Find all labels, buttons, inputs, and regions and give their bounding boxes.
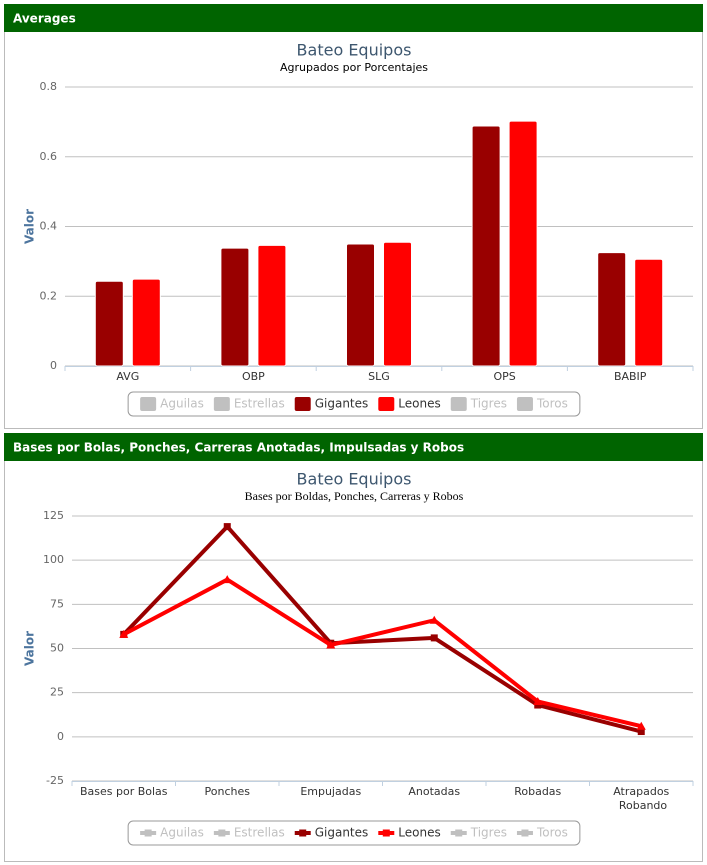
y-tick-label: 0.4: [40, 220, 58, 233]
legend-label: Toros: [536, 826, 568, 840]
x-tick-label: Anotadas: [408, 785, 460, 798]
legend-items: Aguilas Estrellas Gigantes Leones Tigres Toro…: [140, 826, 568, 840]
x-tick-label: OBP: [242, 370, 265, 383]
legend: [127, 820, 581, 846]
y-tick-label: -25: [46, 774, 64, 787]
y-axis-label: Valor: [23, 209, 37, 244]
legend-label: Leones: [398, 826, 440, 840]
x-tick-label: OPS: [493, 370, 515, 383]
marker: [222, 575, 232, 584]
x-tick-label: Ponches: [205, 785, 251, 798]
bar: [383, 241, 412, 367]
y-tick-label: 0: [57, 730, 64, 743]
y-tick-label: 125: [43, 509, 64, 522]
chart-subtitle: Bases por Boldas, Ponches, Carreras y Ro…: [245, 489, 464, 503]
marker: [534, 701, 542, 709]
line: [122, 577, 642, 729]
legend-icon: [521, 829, 529, 837]
y-tick-label: 25: [50, 686, 64, 699]
legend-icon: [213, 397, 230, 411]
marker: [430, 634, 438, 642]
line: [122, 523, 642, 734]
panel-header: [4, 433, 703, 461]
legend-icon: [144, 829, 152, 837]
marker: [223, 523, 231, 531]
legend-label: Gigantes: [315, 397, 369, 411]
bar: [257, 244, 287, 367]
marker: [533, 697, 543, 705]
bar: [508, 120, 538, 367]
legend-label: Tigres: [470, 826, 507, 840]
legend-icon: [378, 397, 395, 411]
x-tick-label: Empujadas: [300, 785, 361, 798]
legend-icon: [516, 397, 533, 411]
legend-items: Aguilas Estrellas Gigantes Leones Tigres Toro…: [140, 397, 568, 411]
marker: [637, 728, 645, 736]
legend-label: Aguilas: [160, 826, 204, 840]
bar: [131, 278, 161, 367]
bar: [471, 125, 501, 367]
x-tick-label: SLG: [368, 370, 390, 383]
y-tick-label: 0.6: [40, 150, 58, 163]
y-tick-label: 0.8: [40, 80, 58, 93]
legend-label: Estrellas: [234, 397, 285, 411]
marker: [636, 721, 646, 730]
legend-icon: [450, 397, 467, 411]
marker: [326, 640, 336, 649]
legend-label: Gigantes: [315, 826, 369, 840]
y-axis-label: Valor: [23, 631, 37, 666]
chart-title: Bateo Equipos: [297, 470, 412, 489]
legend-icon: [140, 397, 157, 411]
chart-subtitle: Agrupados por Porcentajes: [280, 61, 428, 74]
legend-icon: [382, 829, 390, 837]
legend-label: Toros: [536, 397, 568, 411]
legend-icon: [294, 397, 311, 411]
legend-label: Tigres: [470, 397, 507, 411]
panel: [4, 433, 703, 862]
panel-title: Averages: [13, 12, 76, 26]
x-tick-label: Atrapados Robando: [613, 785, 669, 812]
x-tick-label: BABIP: [614, 370, 647, 383]
legend-icon: [218, 829, 226, 837]
x-tick-label: Robadas: [514, 785, 561, 798]
y-tick-label: 0: [50, 359, 57, 372]
legend-label: Aguilas: [160, 397, 204, 411]
x-tick-label: Bases por Bolas: [80, 785, 168, 798]
bar: [597, 252, 627, 367]
panel-title: Bases por Bolas, Ponches, Carreras Anota…: [13, 441, 464, 455]
y-tick-label: 75: [50, 597, 64, 610]
bar: [220, 247, 250, 367]
panel-header: [4, 4, 703, 32]
x-tick-label: AVG: [116, 370, 139, 383]
legend-label: Estrellas: [234, 826, 285, 840]
y-tick-label: 50: [50, 642, 64, 655]
y-tick-label: 0.2: [40, 289, 58, 302]
bar: [346, 243, 375, 367]
legend: [127, 391, 581, 417]
marker: [429, 615, 439, 624]
chart-title: Bateo Equipos: [297, 41, 412, 60]
legend-icon: [299, 829, 307, 837]
legend-label: Leones: [398, 397, 440, 411]
bar: [94, 280, 124, 367]
legend-icon: [455, 829, 463, 837]
bar: [634, 258, 664, 367]
marker: [119, 629, 129, 638]
y-tick-label: 100: [43, 553, 64, 566]
